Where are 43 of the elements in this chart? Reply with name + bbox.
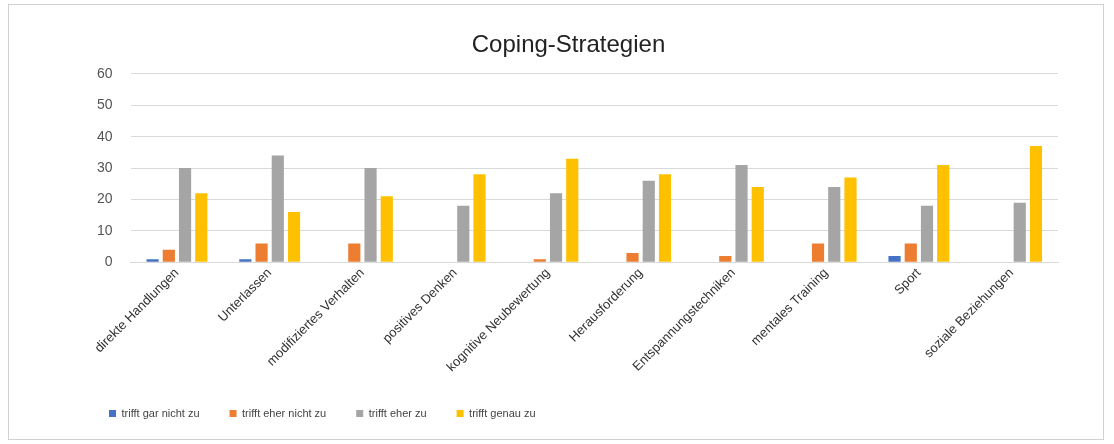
bar <box>888 256 901 262</box>
y-tick-label: 0 <box>104 253 113 270</box>
bar <box>380 196 393 262</box>
bar <box>287 212 301 262</box>
bar <box>348 243 361 262</box>
bar <box>457 205 470 262</box>
bar <box>364 168 377 262</box>
bar <box>626 252 639 262</box>
bar <box>642 180 655 262</box>
legend-label: trifft gar nicht zu <box>121 406 200 419</box>
legend-label: trifft eher zu <box>368 406 427 419</box>
y-tick-label: 60 <box>96 64 113 81</box>
bar <box>735 164 748 262</box>
bar <box>271 155 284 262</box>
bar <box>239 259 252 262</box>
bar <box>920 205 934 262</box>
bar <box>533 259 546 262</box>
bar <box>1013 202 1026 262</box>
bar <box>178 168 192 262</box>
y-tick-label: 10 <box>96 221 113 238</box>
legend-label: trifft genau zu <box>469 406 536 419</box>
bar <box>828 186 841 262</box>
bar <box>904 243 917 262</box>
y-tick-label: 40 <box>96 127 113 144</box>
bar <box>719 256 732 262</box>
legend-label: trifft eher nicht zu <box>242 406 327 419</box>
bar <box>473 174 486 262</box>
bar <box>162 249 175 262</box>
bar <box>811 243 825 262</box>
y-tick-label: 20 <box>96 190 113 207</box>
bar <box>1029 146 1043 262</box>
bar <box>566 158 579 262</box>
y-tick-label: 30 <box>96 158 113 175</box>
bar <box>658 174 672 262</box>
y-tick-label: 50 <box>96 96 113 113</box>
bar <box>255 243 268 262</box>
bar <box>549 193 563 262</box>
bar <box>937 164 950 262</box>
chart-title: Coping-Strategien <box>471 30 666 58</box>
bar <box>751 186 764 262</box>
bar <box>146 259 159 262</box>
bar <box>844 177 857 262</box>
bar <box>195 193 208 262</box>
